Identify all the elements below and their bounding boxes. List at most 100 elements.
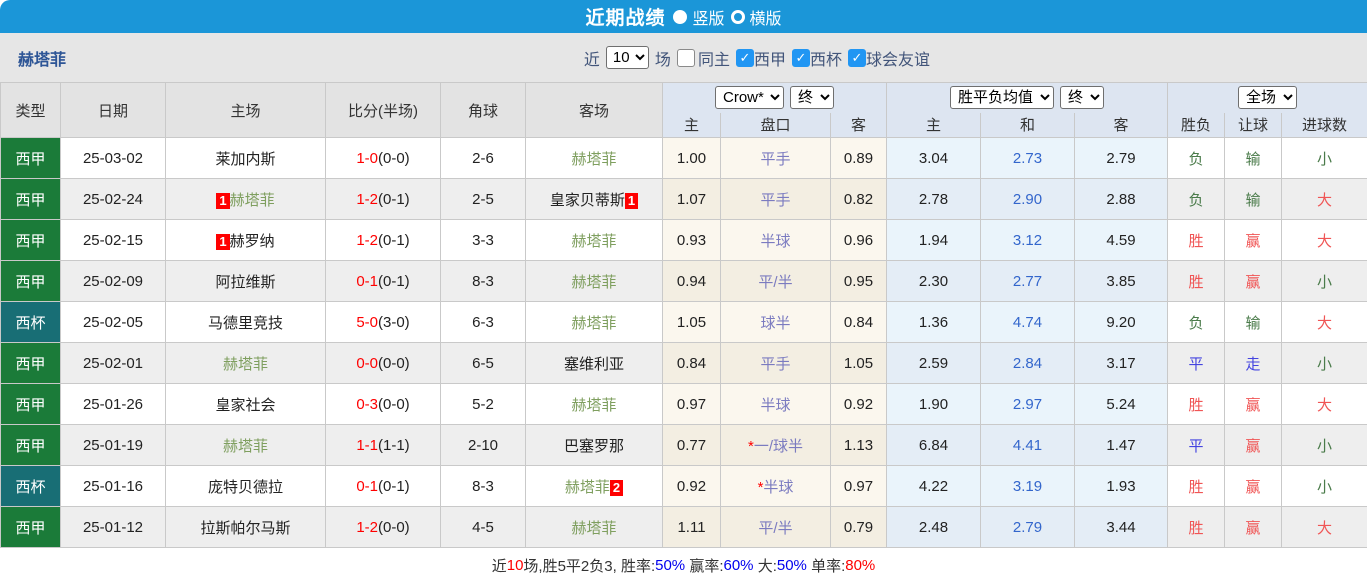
home-team-cell: 庞特贝德拉 xyxy=(165,465,326,507)
filter-checkbox-label[interactable]: 球会友谊 xyxy=(865,51,930,69)
handicap-star: * xyxy=(757,478,764,496)
goals-result-cell: 小 xyxy=(1281,342,1367,384)
goals-result-cell: 小 xyxy=(1281,465,1367,507)
home-team-cell: 赫塔菲 xyxy=(165,342,326,384)
fulltime-score: 0-0 xyxy=(356,354,378,372)
filter-checkbox-1[interactable]: ✓ 西甲 xyxy=(735,46,786,70)
radio-unselected-icon[interactable] xyxy=(730,9,745,24)
handicap-result-cell: 输 xyxy=(1224,137,1283,179)
halftime-score: (0-1) xyxy=(378,272,410,290)
avg-home-cell: 3.04 xyxy=(886,137,981,179)
date-cell: 25-02-09 xyxy=(60,260,166,302)
avg-away-cell: 1.93 xyxy=(1073,465,1169,507)
filter-checkbox-0[interactable]: 同主 xyxy=(676,46,730,70)
odds-away-cell: 0.84 xyxy=(830,301,887,343)
avg-away-cell: 3.17 xyxy=(1073,342,1169,384)
odds-home-cell: 0.94 xyxy=(662,260,721,302)
handicap-result-cell: 赢 xyxy=(1224,383,1283,425)
radio-horizontal-layout[interactable]: 横版 xyxy=(730,5,782,29)
fulltime-score: 0-1 xyxy=(356,477,378,495)
avg-draw-cell: 2.77 xyxy=(980,260,1075,302)
radio-vertical-label[interactable]: 竖版 xyxy=(692,10,725,28)
avg-home-cell: 2.59 xyxy=(886,342,981,384)
away-team-cell: 赫塔菲 2 xyxy=(525,465,663,507)
away-team-cell: 皇家贝蒂斯 1 xyxy=(525,178,663,220)
date-cell: 25-02-05 xyxy=(60,301,166,343)
results-table: 类型 日期 主场 比分(半场) 角球 客场 Crow* 终 胜平负均值终 全场 主… xyxy=(0,82,1367,548)
match-row: 西甲 25-02-24 1 赫塔菲 1-2(0-1) 2-5 皇家贝蒂斯 1 1.07 平手 0.8… xyxy=(0,178,1367,220)
summary-segment: 10 xyxy=(506,557,524,574)
radio-horizontal-label[interactable]: 横版 xyxy=(749,10,782,28)
avg-odds-time-select[interactable]: 终 xyxy=(1060,86,1105,110)
red-card-badge: 2 xyxy=(609,479,624,496)
odds-away-cell: 1.13 xyxy=(830,424,887,466)
col-header-home: 主场 xyxy=(165,82,326,138)
match-row: 西杯 25-01-16 庞特贝德拉 0-1(0-1) 8-3 赫塔菲 2 0.92 *半球 0.9… xyxy=(0,465,1367,507)
team-name-text: 阿拉维斯 xyxy=(215,273,276,291)
avg-home-cell: 2.78 xyxy=(886,178,981,220)
result-cell: 胜 xyxy=(1167,383,1226,425)
avg-draw-cell: 4.41 xyxy=(980,424,1075,466)
team-name-text: 赫塔菲 xyxy=(571,232,617,250)
result-cell: 平 xyxy=(1167,342,1226,384)
sub-header-avg-home: 主 xyxy=(886,112,981,138)
odds-company-time-select[interactable]: 终 xyxy=(790,86,834,110)
col-header-date: 日期 xyxy=(60,82,166,138)
match-row: 西甲 25-01-19 赫塔菲 1-1(1-1) 2-10 巴塞罗那 0.77 *一/球半 1.… xyxy=(0,424,1367,466)
sub-header-avg-away: 客 xyxy=(1073,112,1169,138)
goals-result-cell: 大 xyxy=(1281,178,1367,220)
corner-cell: 2-5 xyxy=(440,178,526,220)
scope-group: 全场 xyxy=(1167,82,1367,113)
recent-count-select[interactable]: 10 xyxy=(605,46,649,69)
filter-checkbox-3[interactable]: ✓ 球会友谊 xyxy=(847,46,930,70)
radio-selected-icon[interactable] xyxy=(673,9,688,24)
avg-away-cell: 1.47 xyxy=(1073,424,1169,466)
team-name-text: 赫塔菲 xyxy=(571,519,617,537)
corner-cell: 3-3 xyxy=(440,219,526,261)
match-row: 西甲 25-02-15 1 赫罗纳 1-2(0-1) 3-3 赫塔菲 0.93 半球 0.96 1.… xyxy=(0,219,1367,261)
home-team-cell: 1 赫塔菲 xyxy=(165,178,326,220)
checkbox-unchecked-icon[interactable] xyxy=(676,48,695,67)
date-cell: 25-02-01 xyxy=(60,342,166,384)
filter-checkbox-2[interactable]: ✓ 西杯 xyxy=(791,46,842,70)
checkbox-checked-icon[interactable]: ✓ xyxy=(791,48,810,67)
avg-away-cell: 3.44 xyxy=(1073,506,1169,548)
fulltime-score: 1-1 xyxy=(356,436,378,454)
odds-home-cell: 1.07 xyxy=(662,178,721,220)
avg-home-cell: 2.48 xyxy=(886,506,981,548)
summary-segment: 60% xyxy=(723,557,754,574)
checkbox-checked-icon[interactable]: ✓ xyxy=(847,48,866,67)
corner-cell: 8-3 xyxy=(440,465,526,507)
team-name: 赫塔菲 xyxy=(18,51,67,69)
handicap-result-cell: 赢 xyxy=(1224,219,1283,261)
avg-draw-cell: 3.12 xyxy=(980,219,1075,261)
handicap-cell: 球半 xyxy=(720,301,831,343)
score-cell: 0-0(0-0) xyxy=(325,342,441,384)
match-row: 西甲 25-02-09 阿拉维斯 0-1(0-1) 8-3 赫塔菲 0.94 平/半 0.95 2… xyxy=(0,260,1367,302)
checkbox-checked-icon[interactable]: ✓ xyxy=(735,48,754,67)
header-dropdown-row: 类型 日期 主场 比分(半场) 角球 客场 Crow* 终 胜平负均值终 全场 xyxy=(0,82,1367,138)
handicap-result-cell: 赢 xyxy=(1224,506,1283,548)
radio-vertical-layout[interactable]: 竖版 xyxy=(673,5,725,29)
avg-away-cell: 4.59 xyxy=(1073,219,1169,261)
filter-checkbox-label[interactable]: 西甲 xyxy=(753,51,786,69)
handicap-cell: 平手 xyxy=(720,178,831,220)
odds-home-cell: 0.77 xyxy=(662,424,721,466)
sub-header-goals: 进球数 xyxy=(1281,112,1367,138)
avg-odds-select[interactable]: 胜平负均值 xyxy=(950,86,1055,110)
layout-radio-group: 竖版 横版 xyxy=(673,5,782,29)
scope-select[interactable]: 全场 xyxy=(1238,86,1298,110)
filter-checkbox-label[interactable]: 西杯 xyxy=(809,51,842,69)
away-team-cell: 赫塔菲 xyxy=(525,301,663,343)
corner-cell: 6-3 xyxy=(440,301,526,343)
home-team-cell: 赫塔菲 xyxy=(165,424,326,466)
handicap-result-cell: 走 xyxy=(1224,342,1283,384)
competition-cell: 西杯 xyxy=(0,465,61,507)
handicap-result-cell: 赢 xyxy=(1224,424,1283,466)
filter-checkbox-label[interactable]: 同主 xyxy=(697,51,730,69)
sub-header-result: 胜负 xyxy=(1167,112,1226,138)
fulltime-score: 1-2 xyxy=(356,190,378,208)
score-cell: 0-1(0-1) xyxy=(325,465,441,507)
team-name-text: 马德里竞技 xyxy=(207,314,283,332)
odds-company-select[interactable]: Crow* xyxy=(715,86,784,110)
